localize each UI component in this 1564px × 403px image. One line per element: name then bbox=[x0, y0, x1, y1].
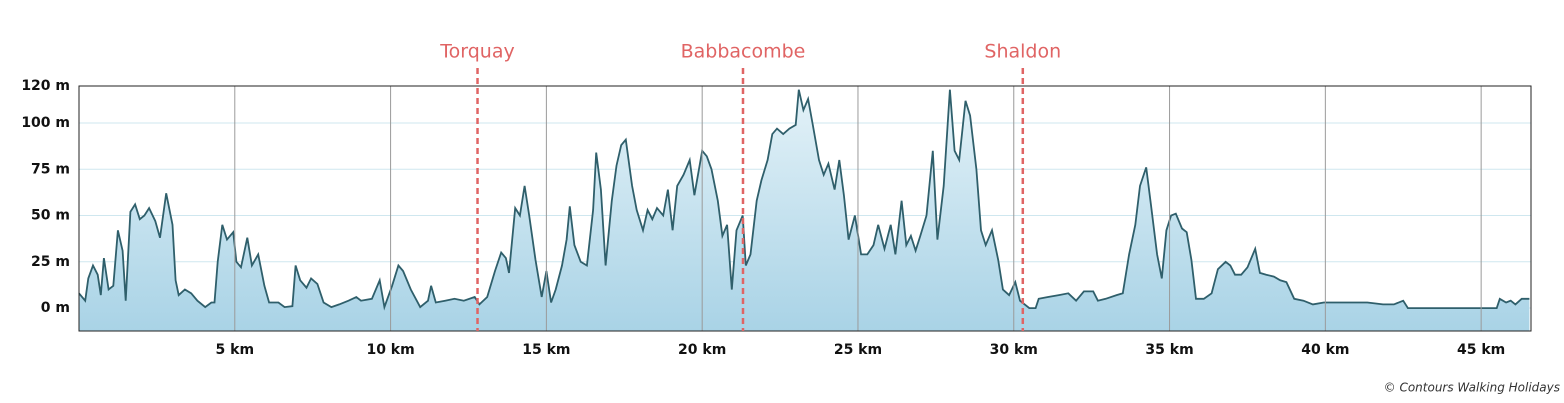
y-tick-label: 25 m bbox=[31, 254, 70, 270]
y-tick-label: 50 m bbox=[31, 208, 70, 224]
plot-frame bbox=[78, 85, 1532, 332]
x-tick-label: 30 km bbox=[990, 342, 1038, 358]
x-tick-label: 45 km bbox=[1457, 342, 1505, 358]
credit: © Contours Walking Holidays bbox=[1384, 381, 1560, 395]
x-tick-label: 20 km bbox=[678, 342, 726, 358]
elevation-area bbox=[79, 89, 1530, 331]
place-label: Babbacombe bbox=[681, 41, 806, 63]
elevation-line bbox=[78, 89, 1530, 311]
x-tick-label: 40 km bbox=[1301, 342, 1349, 358]
y-tick-label: 120 m bbox=[21, 78, 70, 94]
y-tick-label: 100 m bbox=[21, 115, 70, 131]
x-tick-label: 35 km bbox=[1145, 342, 1193, 358]
y-tick-label: 0 m bbox=[41, 300, 70, 316]
x-tick-label: 25 km bbox=[834, 342, 882, 358]
place-label: Torquay bbox=[439, 41, 514, 63]
x-tick-label: 5 km bbox=[216, 342, 255, 358]
place-label: Shaldon bbox=[984, 41, 1061, 63]
y-tick-label: 75 m bbox=[31, 161, 70, 177]
x-tick-label: 10 km bbox=[366, 342, 414, 358]
x-tick-label: 15 km bbox=[522, 342, 570, 358]
